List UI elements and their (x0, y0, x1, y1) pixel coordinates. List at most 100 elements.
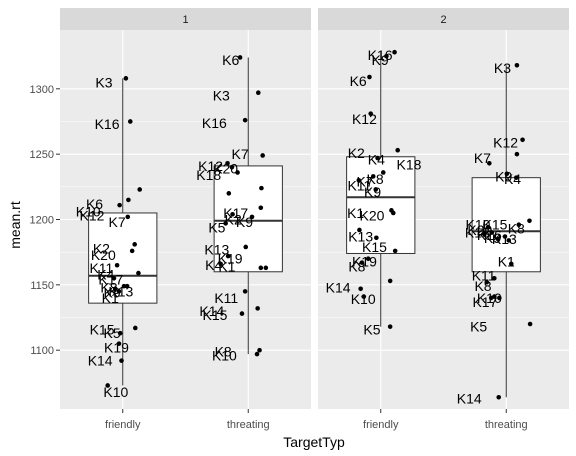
point-label: K9 (364, 184, 381, 200)
point-label: K17 (472, 294, 497, 310)
point-label: K9 (236, 214, 253, 230)
point-label: K9 (495, 168, 512, 184)
point-label: K16 (202, 115, 227, 131)
point-label: K17 (223, 205, 248, 221)
data-point (239, 311, 245, 316)
facet-panels: 1K3K16K6K10K12K7K2K20K11K4K17K8K13K9K1K1… (60, 8, 569, 409)
x-tick-label: threating (485, 419, 528, 431)
point-label: K7 (232, 146, 249, 162)
box-iqr (213, 165, 283, 273)
data-point (485, 225, 491, 230)
point-label: K10 (76, 204, 101, 220)
data-point (136, 270, 141, 276)
data-point (258, 265, 264, 271)
data-point (502, 234, 508, 239)
data-point (133, 325, 138, 331)
data-point (375, 155, 380, 161)
point-label: K8 (508, 221, 525, 237)
point-label: K15 (90, 321, 115, 337)
point-label: K1 (218, 259, 235, 275)
point-label: K8 (348, 259, 365, 275)
facet-panel-1: 1K3K16K6K10K12K7K2K20K11K4K17K8K13K9K1K1… (60, 8, 311, 409)
point-label: K15 (362, 239, 387, 255)
data-point (260, 153, 265, 158)
data-point (356, 177, 362, 183)
data-point (117, 202, 122, 208)
point-label: K20 (213, 161, 238, 177)
point-label: K19 (352, 253, 377, 269)
data-point (497, 295, 502, 301)
point-label: K4 (205, 257, 222, 273)
point-label: K1 (498, 253, 515, 269)
data-point (257, 347, 262, 353)
y-tick-label: 1150 (30, 280, 54, 292)
data-point (119, 358, 124, 363)
point-label: K11 (214, 290, 238, 306)
point-label: K14 (199, 303, 224, 319)
data-point (368, 111, 374, 116)
point-label: K9 (104, 285, 121, 301)
data-point (255, 306, 260, 311)
y-tick-label: 1200 (30, 215, 54, 227)
box-iqr (346, 156, 416, 254)
facet-strip-label: 1 (182, 14, 188, 26)
facet-strip (318, 8, 569, 30)
data-point (129, 248, 135, 254)
data-point (391, 210, 396, 216)
point-label: K5 (470, 319, 487, 335)
data-point (516, 222, 522, 228)
data-point (365, 256, 371, 262)
point-label: K18 (196, 167, 221, 183)
data-point (255, 90, 261, 96)
point-label: K6 (350, 73, 367, 89)
point-label: K9 (484, 230, 501, 246)
point-label: K11 (347, 178, 371, 194)
data-point (263, 265, 269, 271)
point-label: K10 (466, 217, 491, 233)
data-point (373, 187, 379, 192)
point-label: K8 (474, 278, 491, 294)
point-label: K12 (493, 134, 518, 150)
point-label: K7 (357, 174, 374, 190)
box-threating (213, 57, 283, 355)
data-point (506, 238, 512, 243)
point-label: K3 (95, 74, 112, 90)
point-label: K11 (472, 268, 496, 284)
data-point (520, 137, 525, 143)
y-tick-label: 1100 (30, 345, 54, 357)
point-label: K2 (348, 145, 365, 161)
data-point (124, 283, 130, 289)
point-label: K20 (91, 247, 116, 263)
data-point (514, 62, 520, 68)
point-label: K1 (347, 205, 364, 221)
x-tick-label: threating (227, 419, 270, 431)
data-point (392, 49, 397, 55)
point-label: K7 (109, 214, 126, 230)
data-point (384, 53, 389, 59)
point-label: K14 (88, 353, 113, 369)
data-point (223, 221, 228, 226)
point-label: K14 (457, 391, 482, 407)
point-label: K14 (326, 279, 351, 295)
data-point (226, 191, 232, 196)
x-axis: friendly threating friendly threating (105, 409, 528, 431)
point-label: K11 (89, 260, 113, 276)
box-friendly (88, 78, 158, 386)
data-point (508, 261, 514, 267)
point-label: K3 (494, 60, 511, 76)
box-threating (471, 65, 541, 398)
data-point (387, 278, 393, 284)
data-point (137, 187, 142, 192)
data-point (225, 161, 230, 166)
point-label: K10 (103, 384, 128, 400)
point-label: K8 (100, 279, 117, 295)
data-point (111, 276, 117, 281)
data-point (395, 147, 400, 153)
point-label: K15 (203, 307, 228, 323)
data-point (357, 227, 362, 233)
data-point (243, 244, 249, 250)
point-label: K18 (397, 157, 422, 173)
box-iqr (471, 177, 541, 273)
point-label: K2 (93, 240, 110, 256)
data-point (370, 174, 376, 179)
